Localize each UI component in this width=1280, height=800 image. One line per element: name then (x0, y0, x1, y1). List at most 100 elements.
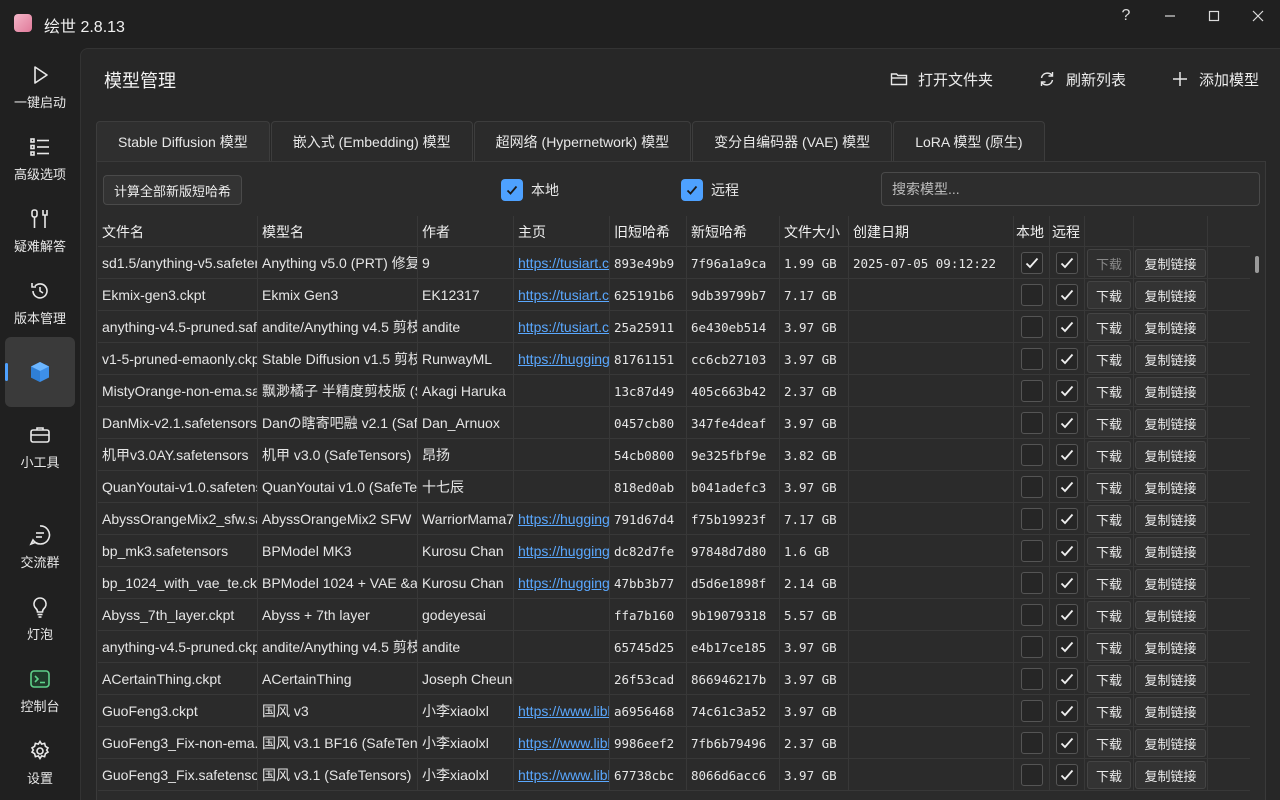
remote-checkbox[interactable] (1056, 764, 1078, 786)
remote-checkbox[interactable] (1056, 316, 1078, 338)
tab-vae[interactable]: 变分自编码器 (VAE) 模型 (692, 121, 893, 161)
local-checkbox[interactable] (1020, 476, 1043, 498)
download-button[interactable]: 下载 (1086, 697, 1131, 725)
copy-link-button[interactable]: 复制链接 (1135, 313, 1206, 341)
copy-link-button[interactable]: 复制链接 (1135, 761, 1206, 789)
table-scrollbar[interactable] (1255, 256, 1259, 273)
remote-checkbox[interactable] (1056, 604, 1078, 626)
local-checkbox[interactable] (1020, 348, 1043, 370)
download-button[interactable]: 下载 (1086, 729, 1131, 757)
copy-link-button[interactable]: 复制链接 (1135, 281, 1206, 309)
remote-checkbox[interactable] (1056, 732, 1078, 754)
search-input[interactable] (881, 172, 1260, 206)
tab-stable-diffusion[interactable]: Stable Diffusion 模型 (96, 121, 270, 161)
local-checkbox[interactable] (1020, 252, 1043, 274)
local-checkbox[interactable] (1020, 764, 1043, 786)
local-checkbox[interactable] (1020, 412, 1043, 434)
copy-link-button[interactable]: 复制链接 (1135, 729, 1206, 757)
remote-filter[interactable]: 远程 (681, 179, 739, 201)
copy-link-button[interactable]: 复制链接 (1135, 345, 1206, 373)
home-link[interactable]: https://tusiart.com (518, 287, 610, 303)
remote-filter-checkbox[interactable] (681, 179, 703, 201)
col-header-model[interactable]: 模型名 (258, 216, 418, 247)
copy-link-button[interactable]: 复制链接 (1135, 601, 1206, 629)
sidebar-item-bulb[interactable]: 灯泡 (5, 584, 75, 654)
remote-checkbox[interactable] (1056, 380, 1078, 402)
col-header-home[interactable]: 主页 (514, 216, 610, 247)
col-header-remote[interactable]: 远程 (1050, 216, 1085, 247)
sidebar-item-versions[interactable]: 版本管理 (5, 268, 75, 338)
sidebar-item-settings[interactable]: 设置 (5, 728, 75, 798)
col-header-new-hash[interactable]: 新短哈希 (687, 216, 780, 247)
remote-checkbox[interactable] (1056, 508, 1078, 530)
col-header-author[interactable]: 作者 (418, 216, 514, 247)
download-button[interactable]: 下载 (1086, 345, 1131, 373)
copy-link-button[interactable]: 复制链接 (1135, 377, 1206, 405)
local-checkbox[interactable] (1020, 668, 1043, 690)
maximize-icon[interactable] (1192, 4, 1236, 28)
local-filter[interactable]: 本地 (501, 179, 559, 201)
close-icon[interactable] (1236, 4, 1280, 28)
tab-hypernetwork[interactable]: 超网络 (Hypernetwork) 模型 (473, 121, 692, 161)
copy-link-button[interactable]: 复制链接 (1135, 249, 1206, 277)
home-link[interactable]: https://www.liblib.ai (518, 735, 609, 751)
local-checkbox[interactable] (1020, 284, 1043, 306)
local-checkbox[interactable] (1020, 380, 1043, 402)
remote-checkbox[interactable] (1056, 668, 1078, 690)
sidebar-item-troubleshoot[interactable]: 疑难解答 (5, 196, 75, 266)
sidebar-item-console[interactable]: 控制台 (5, 656, 75, 726)
local-checkbox[interactable] (1020, 732, 1043, 754)
download-button[interactable]: 下载 (1086, 601, 1131, 629)
tab-embedding[interactable]: 嵌入式 (Embedding) 模型 (270, 121, 473, 161)
add-model-button[interactable]: 添加模型 (1171, 65, 1259, 93)
copy-link-button[interactable]: 复制链接 (1135, 505, 1206, 533)
download-button[interactable]: 下载 (1086, 249, 1131, 277)
local-checkbox[interactable] (1020, 636, 1043, 658)
remote-checkbox[interactable] (1056, 476, 1078, 498)
col-header-local[interactable]: 本地 (1014, 216, 1050, 247)
home-link[interactable]: https://huggingface.co (518, 351, 610, 367)
local-checkbox[interactable] (1020, 572, 1043, 594)
download-button[interactable]: 下载 (1086, 281, 1131, 309)
home-link[interactable]: https://tusiart.com (518, 255, 610, 271)
col-header-old-hash[interactable]: 旧短哈希 (610, 216, 687, 247)
copy-link-button[interactable]: 复制链接 (1135, 537, 1206, 565)
open-folder-button[interactable]: 打开文件夹 (890, 65, 993, 93)
remote-checkbox[interactable] (1056, 444, 1078, 466)
local-checkbox[interactable] (1020, 444, 1043, 466)
remote-checkbox[interactable] (1056, 572, 1078, 594)
tab-lora[interactable]: LoRA 模型 (原生) (893, 121, 1045, 161)
col-header-date[interactable]: 创建日期 (849, 216, 1014, 247)
col-header-size[interactable]: 文件大小 (780, 216, 849, 247)
minimize-icon[interactable] (1148, 4, 1192, 28)
remote-checkbox[interactable] (1056, 252, 1078, 274)
remote-checkbox[interactable] (1056, 636, 1078, 658)
copy-link-button[interactable]: 复制链接 (1135, 441, 1206, 469)
local-checkbox[interactable] (1020, 508, 1043, 530)
remote-checkbox[interactable] (1056, 540, 1078, 562)
help-icon[interactable]: ? (1121, 7, 1131, 24)
download-button[interactable]: 下载 (1086, 473, 1131, 501)
copy-link-button[interactable]: 复制链接 (1135, 665, 1206, 693)
home-link[interactable]: https://huggingface.co (518, 575, 610, 591)
sidebar-item-launch[interactable]: 一键启动 (5, 52, 75, 122)
download-button[interactable]: 下载 (1086, 505, 1131, 533)
download-button[interactable]: 下载 (1086, 633, 1131, 661)
download-button[interactable]: 下载 (1086, 537, 1131, 565)
copy-link-button[interactable]: 复制链接 (1135, 697, 1206, 725)
copy-link-button[interactable]: 复制链接 (1135, 633, 1206, 661)
download-button[interactable]: 下载 (1086, 377, 1131, 405)
sidebar-item-community[interactable]: 交流群 (5, 512, 75, 582)
col-header-file[interactable]: 文件名 (98, 216, 258, 247)
remote-checkbox[interactable] (1056, 412, 1078, 434)
home-link[interactable]: https://huggingface.co (518, 543, 610, 559)
local-checkbox[interactable] (1020, 540, 1043, 562)
sidebar-item-tools[interactable]: 小工具 (5, 412, 75, 482)
local-checkbox[interactable] (1020, 700, 1043, 722)
download-button[interactable]: 下载 (1086, 409, 1131, 437)
home-link[interactable]: https://huggingface.co (518, 511, 610, 527)
home-link[interactable]: https://www.liblib.ai (518, 703, 609, 719)
refresh-button[interactable]: 刷新列表 (1038, 65, 1126, 93)
remote-checkbox[interactable] (1056, 284, 1078, 306)
home-link[interactable]: https://tusiart.com (518, 319, 610, 335)
